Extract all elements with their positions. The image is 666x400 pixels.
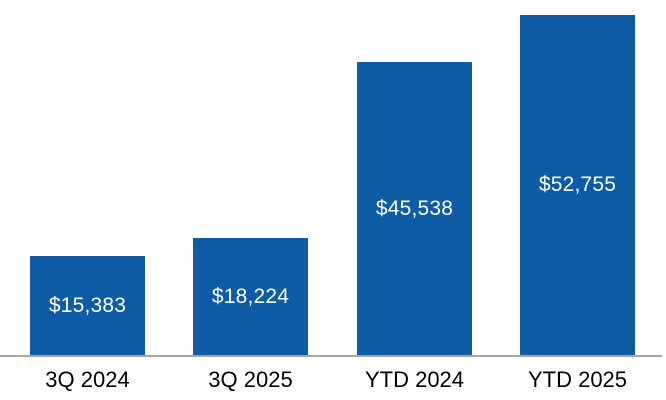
bar-ytd-2025: $52,755 — [520, 15, 635, 355]
bar-group: $45,538 YTD 2024 — [357, 0, 472, 400]
bar-category-label: 3Q 2024 — [45, 367, 130, 392]
bar-group: $52,755 YTD 2025 — [520, 0, 635, 400]
bar-ytd-2024: $45,538 — [357, 62, 472, 355]
bar-category-label: YTD 2024 — [364, 367, 465, 392]
bar-value-label: $52,755 — [538, 173, 617, 196]
bar-category-label: YTD 2025 — [527, 367, 628, 392]
x-axis-line — [0, 355, 662, 357]
bar-value-label: $15,383 — [48, 293, 127, 317]
bar-value-label: $45,538 — [375, 196, 454, 220]
bar-group: $15,383 3Q 2024 — [30, 0, 145, 400]
bar-category-label: 3Q 2025 — [208, 367, 293, 392]
bar-group: $18,224 3Q 2025 — [193, 0, 308, 400]
bar-value-label: $18,224 — [211, 284, 290, 308]
bar-3q-2025: $18,224 — [193, 238, 308, 355]
bar-3q-2024: $15,383 — [30, 256, 145, 355]
